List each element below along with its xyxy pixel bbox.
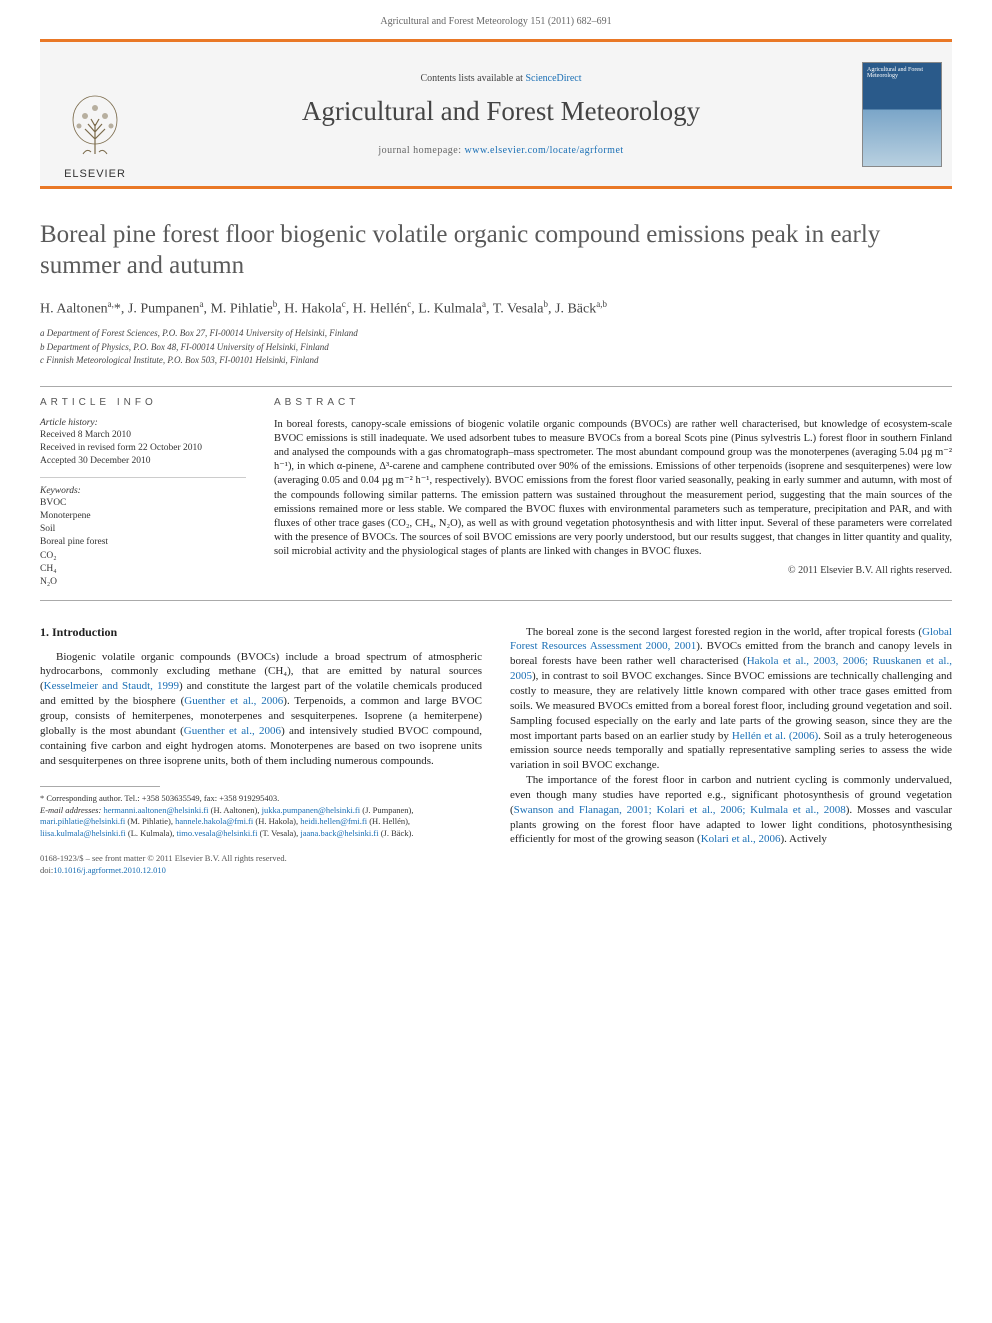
keyword-item: CO₂ [40,550,246,563]
issn-copyright-line: 0168-1923/$ – see front matter © 2011 El… [40,853,482,864]
keyword-item: CH₄ [40,563,246,576]
history-accepted: Accepted 30 December 2010 [40,455,246,468]
publisher-block: ELSEVIER [40,42,150,186]
article-content: Boreal pine forest floor biogenic volati… [0,189,992,896]
keywords-block: Keywords: BVOC Monoterpene Soil Boreal p… [40,486,246,590]
contents-prefix: Contents lists available at [420,73,525,84]
affiliation-list: a Department of Forest Sciences, P.O. Bo… [40,327,952,368]
history-received: Received 8 March 2010 [40,429,246,442]
page-footer: 0168-1923/$ – see front matter © 2011 El… [40,853,482,876]
journal-title: Agricultural and Forest Meteorology [302,96,700,127]
journal-masthead: ELSEVIER Contents lists available at Sci… [40,39,952,189]
email-addresses: E-mail addresses: hermanni.aaltonen@hels… [40,805,482,839]
footnote-separator [40,786,160,787]
article-title: Boreal pine forest floor biogenic volati… [40,219,952,282]
body-two-column: 1. Introduction Biogenic volatile organi… [40,625,952,877]
corresponding-author-footnote: * Corresponding author. Tel.: +358 50363… [40,793,482,839]
section-1-heading: 1. Introduction [40,625,482,640]
history-label: Article history: [40,418,246,428]
author-list: H. Aaltonena,*, J. Pumpanena, M. Pihlati… [40,298,952,320]
journal-cover-block: Agricultural and Forest Meteorology [852,42,952,186]
intro-paragraph-2: The boreal zone is the second largest fo… [510,625,952,773]
homepage-line: journal homepage: www.elsevier.com/locat… [378,145,623,156]
journal-cover-title: Agricultural and Forest Meteorology [867,67,937,80]
keyword-item: BVOC [40,497,246,510]
sciencedirect-link[interactable]: ScienceDirect [525,73,581,84]
abstract-block: ABSTRACT In boreal forests, canopy-scale… [260,387,952,600]
contents-available-line: Contents lists available at ScienceDirec… [420,73,581,84]
keyword-item: N₂O [40,576,246,589]
article-info-block: ARTICLE INFO Article history: Received 8… [40,387,260,600]
abstract-heading: ABSTRACT [274,397,952,408]
journal-cover-image: Agricultural and Forest Meteorology [862,62,942,167]
affiliation-item: a Department of Forest Sciences, P.O. Bo… [40,327,952,341]
publisher-name: ELSEVIER [64,168,126,180]
intro-paragraph-3: The importance of the forest floor in ca… [510,773,952,847]
body-column-left: 1. Introduction Biogenic volatile organi… [40,625,482,877]
body-column-right: The boreal zone is the second largest fo… [510,625,952,877]
keyword-item: Boreal pine forest [40,536,246,549]
keyword-item: Monoterpene [40,510,246,523]
info-abstract-row: ARTICLE INFO Article history: Received 8… [40,386,952,601]
masthead-center: Contents lists available at ScienceDirec… [150,42,852,186]
homepage-link[interactable]: www.elsevier.com/locate/agrformet [465,145,624,156]
doi-label: doi: [40,865,53,875]
citation-text: Agricultural and Forest Meteorology 151 … [380,16,611,27]
article-history: Article history: Received 8 March 2010 R… [40,418,246,478]
doi-link[interactable]: 10.1016/j.agrformet.2010.12.010 [53,865,166,875]
abstract-copyright: © 2011 Elsevier B.V. All rights reserved… [274,565,952,576]
affiliation-item: b Department of Physics, P.O. Box 48, FI… [40,341,952,355]
article-info-heading: ARTICLE INFO [40,397,246,408]
keywords-label: Keywords: [40,486,246,496]
elsevier-tree-icon [65,94,125,164]
abstract-text: In boreal forests, canopy-scale emission… [274,418,952,560]
history-revised: Received in revised form 22 October 2010 [40,442,246,455]
running-header: Agricultural and Forest Meteorology 151 … [0,0,992,27]
keyword-item: Soil [40,523,246,536]
homepage-prefix: journal homepage: [378,145,464,156]
doi-line: doi:10.1016/j.agrformet.2010.12.010 [40,865,482,876]
affiliation-item: c Finnish Meteorological Institute, P.O.… [40,354,952,368]
intro-paragraph-1: Biogenic volatile organic compounds (BVO… [40,650,482,769]
corresponding-author-line: * Corresponding author. Tel.: +358 50363… [40,793,482,804]
